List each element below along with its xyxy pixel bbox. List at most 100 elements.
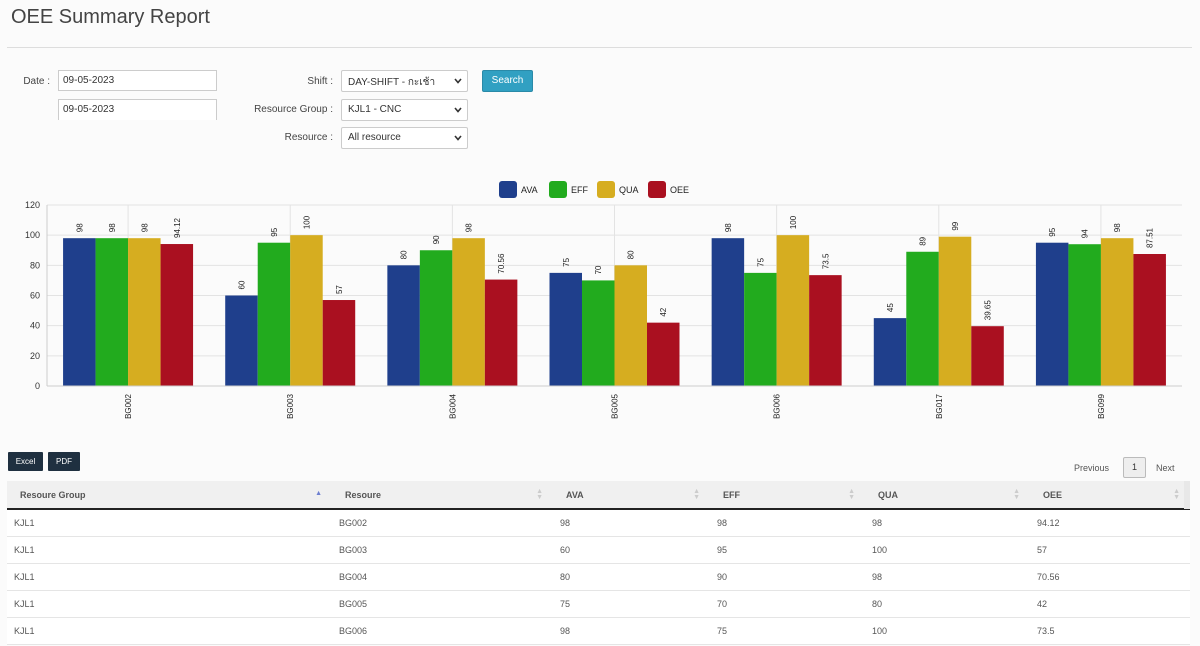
sort-icon: ▲ ▼ xyxy=(536,488,543,501)
cell-resource: BG006 xyxy=(332,617,553,645)
cell-oee: 42 xyxy=(1030,590,1190,618)
pagination-next[interactable]: Next xyxy=(1156,463,1175,473)
shift-value: DAY-SHIFT - กะเช้า xyxy=(348,77,436,88)
legend-swatch-qua xyxy=(597,181,615,198)
bar-qua-bg005 xyxy=(614,265,647,386)
x-tick-label: BG003 xyxy=(286,393,295,418)
cell-oee: 70.56 xyxy=(1030,563,1190,591)
column-header-resource-group[interactable]: Resoure Group ▲ xyxy=(7,481,332,510)
pdf-export-button[interactable]: PDF xyxy=(48,452,80,471)
bar-eff-bg006 xyxy=(744,272,777,386)
sort-icon: ▲ ▼ xyxy=(1013,488,1020,501)
data-label: 60 xyxy=(237,280,246,289)
date-to-input[interactable]: 09-05-2023 xyxy=(58,99,217,120)
y-tick-label: 80 xyxy=(30,260,40,270)
data-label: 98 xyxy=(140,223,149,232)
x-tick-label: BG002 xyxy=(124,393,133,418)
data-label: 98 xyxy=(108,223,117,232)
table-row: KJL1 BG006 98 75 100 73.5 xyxy=(7,617,1190,645)
data-label: 39.65 xyxy=(984,300,993,321)
column-header-eff[interactable]: EFF ▲ ▼ xyxy=(710,481,865,510)
cell-eff: 98 xyxy=(710,509,865,537)
bar-eff-bg017 xyxy=(906,251,939,386)
data-label: 80 xyxy=(627,250,636,259)
shift-select[interactable]: DAY-SHIFT - กะเช้า xyxy=(341,70,468,92)
pagination-current-page[interactable]: 1 xyxy=(1123,457,1146,478)
cell-qua: 80 xyxy=(865,590,1030,618)
cell-resource-group: KJL1 xyxy=(7,590,332,618)
cell-ava: 75 xyxy=(553,590,710,618)
bar-oee-bg002 xyxy=(160,244,194,386)
title-divider xyxy=(7,47,1192,48)
bar-qua-bg003 xyxy=(290,235,323,386)
table-row: KJL1 BG005 75 70 80 42 xyxy=(7,590,1190,618)
oee-bar-chart: 0 20 40 60 80 100 120 98 98 98 94.12 BG002 60 95 100 57… xyxy=(25,181,1182,419)
cell-resource-group: KJL1 xyxy=(7,563,332,591)
bar-ava-bg005 xyxy=(549,272,582,386)
date-from-input[interactable]: 09-05-2023 xyxy=(58,70,217,91)
column-header-oee[interactable]: OEE ▲ ▼ xyxy=(1030,481,1190,510)
data-label: 100 xyxy=(302,215,311,229)
search-button[interactable]: Search xyxy=(482,70,533,92)
column-header-ava[interactable]: AVA ▲ ▼ xyxy=(553,481,710,510)
bar-ava-bg002 xyxy=(63,238,96,386)
header-label: Resoure xyxy=(345,489,382,500)
data-label: 75 xyxy=(756,257,765,266)
table-row: KJL1 BG002 98 98 98 94.12 xyxy=(7,509,1190,537)
data-label: 94 xyxy=(1081,229,1090,238)
column-header-resource[interactable]: Resoure ▲ ▼ xyxy=(332,481,553,510)
column-header-qua[interactable]: QUA ▲ ▼ xyxy=(865,481,1030,510)
bar-eff-bg005 xyxy=(582,280,615,386)
bar-qua-bg002 xyxy=(128,238,161,386)
header-label: AVA xyxy=(566,489,584,500)
resource-group-label: Resource Group : xyxy=(254,104,333,115)
bar-oee-bg003 xyxy=(322,300,356,386)
cell-eff: 90 xyxy=(710,563,865,591)
resource-group-value: KJL1 - CNC xyxy=(348,104,402,115)
cell-resource-group: KJL1 xyxy=(7,617,332,645)
legend-swatch-eff xyxy=(549,181,567,198)
cell-ava: 98 xyxy=(553,617,710,645)
legend-label-oee: OEE xyxy=(670,185,689,195)
cell-qua: 98 xyxy=(865,509,1030,537)
bar-oee-bg006 xyxy=(809,275,842,386)
date-label: Date : xyxy=(23,76,50,87)
cell-resource: BG002 xyxy=(332,509,553,537)
data-label: 57 xyxy=(335,285,344,294)
data-label: 99 xyxy=(951,221,960,230)
chevron-down-icon xyxy=(454,107,462,113)
data-label: 100 xyxy=(789,215,798,229)
bar-ava-bg017 xyxy=(873,318,907,386)
cell-qua: 100 xyxy=(865,536,1030,564)
cell-eff: 95 xyxy=(710,536,865,564)
resource-group-select[interactable]: KJL1 - CNC xyxy=(341,99,468,121)
data-label: 90 xyxy=(432,235,441,244)
data-label: 98 xyxy=(465,223,474,232)
bar-ava-bg003 xyxy=(225,295,258,386)
table-row: KJL1 BG003 60 95 100 57 xyxy=(7,536,1190,564)
bar-ava-bg006 xyxy=(711,238,745,386)
pagination-previous[interactable]: Previous xyxy=(1074,463,1110,473)
cell-ava: 80 xyxy=(553,563,710,591)
table-row: KJL1 BG004 80 90 98 70.56 xyxy=(7,563,1190,591)
data-label: 94.12 xyxy=(173,217,182,238)
cell-eff: 70 xyxy=(710,590,865,618)
header-label: OEE xyxy=(1043,489,1063,500)
y-tick-label: 100 xyxy=(25,230,40,240)
bar-qua-bg099 xyxy=(1100,238,1134,386)
x-tick-label: BG004 xyxy=(448,393,457,418)
bar-qua-bg004 xyxy=(452,238,485,386)
bar-oee-bg004 xyxy=(484,279,518,386)
data-label: 45 xyxy=(886,303,895,312)
excel-export-button[interactable]: Excel xyxy=(8,452,43,471)
header-label: EFF xyxy=(723,489,740,500)
resource-label: Resource : xyxy=(284,132,333,143)
table-scrollbar[interactable] xyxy=(1184,481,1190,509)
data-label: 75 xyxy=(562,257,571,266)
cell-oee: 57 xyxy=(1030,536,1190,564)
bar-eff-bg003 xyxy=(257,242,291,386)
bar-ava-bg004 xyxy=(387,265,420,386)
data-label: 95 xyxy=(270,227,279,236)
resource-select[interactable]: All resource xyxy=(341,127,468,149)
data-label: 95 xyxy=(1048,227,1057,236)
